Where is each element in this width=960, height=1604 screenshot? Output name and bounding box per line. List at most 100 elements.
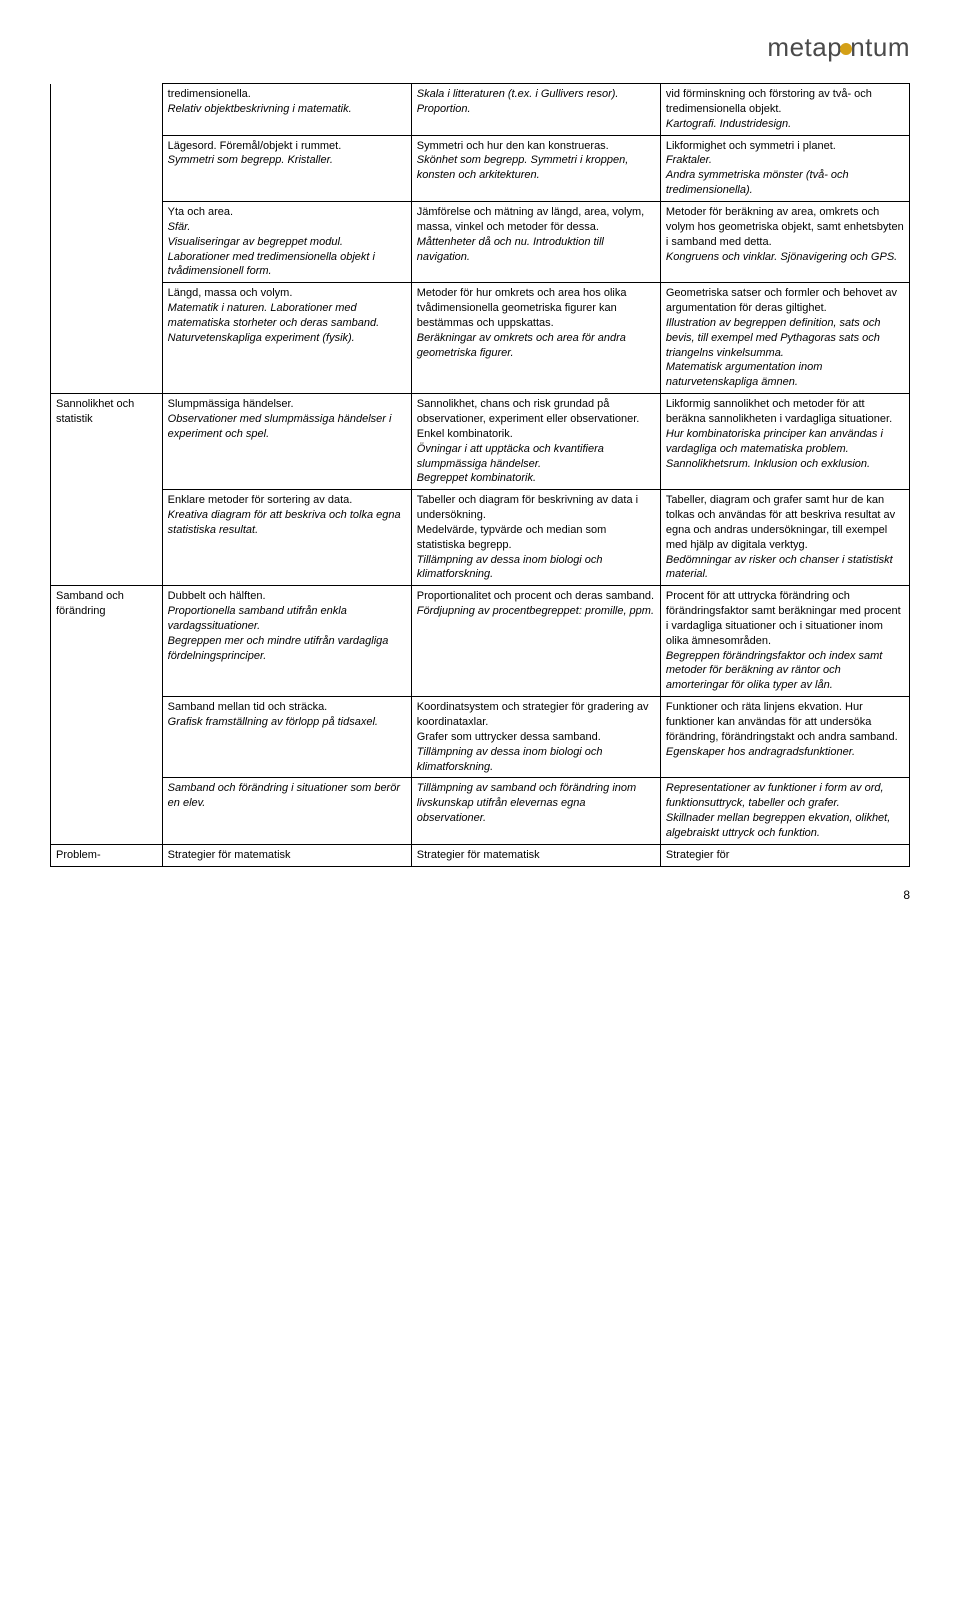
content-cell: Likformig sannolikhet och metoder för at… [660, 394, 909, 490]
cell-text: vid förminskning och förstoring av två- … [666, 88, 872, 115]
content-cell: Skala i litteraturen (t.ex. i Gullivers … [411, 84, 660, 136]
cell-text: Koordinatsystem och strategier för grade… [417, 701, 649, 728]
table-row: Samband mellan tid och sträcka. Grafisk f… [51, 697, 910, 778]
cell-text: Enklare metoder för sortering av data. [168, 494, 353, 506]
page-number: 8 [50, 887, 910, 903]
content-cell: Längd, massa och volym. Matematik i natur… [162, 283, 411, 394]
cell-text: Grafisk framställning av förlopp på tids… [168, 716, 378, 728]
content-cell: Tabeller, diagram och grafer samt hur de… [660, 490, 909, 586]
cell-text: Kartografi. Industridesign. [666, 118, 791, 130]
content-cell: Slumpmässiga händelser.Observationer med… [162, 394, 411, 490]
table-row: Längd, massa och volym. Matematik i natur… [51, 283, 910, 394]
cell-text: Fraktaler. [666, 154, 712, 166]
content-cell: Strategier för [660, 844, 909, 866]
content-cell: Yta och area.Sfär.Visualiseringar av beg… [162, 202, 411, 283]
cell-text: Tillämpning av dessa inom biologi och kl… [417, 746, 603, 773]
cell-text: Skillnader mellan begreppen ekvation, ol… [666, 812, 890, 839]
cell-text: Skönhet som begrepp. Symmetri i kroppen,… [417, 154, 629, 181]
cell-text: Symmetri som begrepp. Kristaller. [168, 154, 333, 166]
cell-text: Begreppen förändringsfaktor och index sa… [666, 650, 882, 692]
content-cell: Koordinatsystem och strategier för grade… [411, 697, 660, 778]
cell-text: Observationer med slumpmässiga händelser… [168, 413, 392, 440]
cell-text: Matematisk argumentation inom naturveten… [666, 361, 823, 388]
cell-text: Matematik i naturen. Laborationer med ma… [168, 302, 380, 329]
content-cell: Strategier för matematisk [162, 844, 411, 866]
cell-text: Representationer av funktioner i form av… [666, 782, 884, 809]
logo-container: metapntum [50, 30, 910, 65]
cell-text: Kongruens och vinklar. Sjönavigering och… [666, 251, 897, 263]
cell-text: Relativ objektbeskrivning i matematik. [168, 103, 352, 115]
content-table: tredimensionella. Relativ objektbeskrivni… [50, 83, 910, 867]
cell-text: Tabeller och diagram för beskrivning av … [417, 494, 638, 521]
cell-text: Samband och förändring i situationer som… [168, 782, 400, 809]
table-row: Problem-Strategier för matematiskStrateg… [51, 844, 910, 866]
content-cell: Metoder för hur omkrets och area hos oli… [411, 283, 660, 394]
content-cell: Lägesord. Föremål/objekt i rummet.Symmet… [162, 135, 411, 201]
cell-text: Samband mellan tid och sträcka. [168, 701, 328, 713]
cell-text: Dubbelt och hälften. [168, 590, 266, 602]
content-cell: Symmetri och hur den kan konstrueras. Skö… [411, 135, 660, 201]
cell-text: Naturvetenskapliga experiment (fysik). [168, 332, 355, 344]
cell-text: Tillämpning av samband och förändring in… [417, 782, 636, 824]
cell-text: Jämförelse och mätning av längd, area, v… [417, 206, 644, 233]
content-cell: Geometriska satser och formler och behov… [660, 283, 909, 394]
cell-text: Metoder för beräkning av area, omkrets o… [666, 206, 904, 248]
content-cell: Proportionalitet och procent och deras s… [411, 586, 660, 697]
table-row: Samband och förändringDubbelt och hälfte… [51, 586, 910, 697]
cell-text: Begreppet kombinatorik. [417, 472, 536, 484]
cell-text: Kreativa diagram för att beskriva och to… [168, 509, 401, 536]
table-row: Sannolikhet och statistikSlumpmässiga hä… [51, 394, 910, 490]
table-row: Enklare metoder för sortering av data. Kr… [51, 490, 910, 586]
content-cell: Representationer av funktioner i form av… [660, 778, 909, 844]
cell-text: Bedömningar av risker och chanser i stat… [666, 554, 893, 581]
cell-text: Likformighet och symmetri i planet. [666, 140, 836, 152]
row-label-cell: Sannolikhet och statistik [51, 394, 163, 586]
content-cell: Metoder för beräkning av area, omkrets o… [660, 202, 909, 283]
content-cell: Funktioner och räta linjens ekvation. Hu… [660, 697, 909, 778]
content-cell: Procent för att uttrycka förändring och … [660, 586, 909, 697]
content-cell: tredimensionella. Relativ objektbeskrivni… [162, 84, 411, 136]
cell-text: Visualiseringar av begreppet modul. [168, 236, 343, 248]
content-cell: Tabeller och diagram för beskrivning av … [411, 490, 660, 586]
cell-text: Illustration av begreppen definition, sa… [666, 317, 881, 359]
cell-text: Hur kombinatoriska principer kan använda… [666, 428, 883, 455]
cell-text: Likformig sannolikhet och metoder för at… [666, 398, 892, 425]
content-cell: Likformighet och symmetri i planet. Frakt… [660, 135, 909, 201]
cell-text: Strategier för [666, 849, 730, 861]
logo-text-before: metap [767, 32, 842, 62]
content-cell: Samband mellan tid och sträcka. Grafisk f… [162, 697, 411, 778]
cell-text: Symmetri och hur den kan konstrueras. [417, 140, 609, 152]
cell-text: Sannolikhet, chans och risk grundad på o… [417, 398, 640, 440]
content-cell: Strategier för matematisk [411, 844, 660, 866]
row-label-cell [51, 84, 163, 394]
row-label-cell: Problem- [51, 844, 163, 866]
cell-text: Grafer som uttrycker dessa samband. [417, 731, 601, 743]
cell-text: Sannolikhetsrum. Inklusion och exklusion… [666, 458, 870, 470]
cell-text: Tillämpning av dessa inom biologi och kl… [417, 554, 603, 581]
row-label-cell: Samband och förändring [51, 586, 163, 845]
content-cell: Tillämpning av samband och förändring in… [411, 778, 660, 844]
cell-text: Yta och area. [168, 206, 233, 218]
cell-text: Geometriska satser och formler och behov… [666, 287, 897, 314]
content-cell: Enklare metoder för sortering av data. Kr… [162, 490, 411, 586]
logo: metapntum [767, 32, 910, 62]
table-row: Lägesord. Föremål/objekt i rummet.Symmet… [51, 135, 910, 201]
content-cell: Jämförelse och mätning av längd, area, v… [411, 202, 660, 283]
cell-text: Fördjupning av procentbegreppet: promill… [417, 605, 654, 617]
cell-text: Procent för att uttrycka förändring och … [666, 590, 901, 647]
cell-text: Måttenheter då och nu. Introduktion till… [417, 236, 604, 263]
cell-text: Proportionella samband utifrån enkla var… [168, 605, 347, 632]
cell-text: Strategier för matematisk [417, 849, 540, 861]
cell-text: Laborationer med tredimensionella objekt… [168, 251, 375, 278]
cell-text: Egenskaper hos andragradsfunktioner. [666, 746, 855, 758]
cell-text: Tabeller, diagram och grafer samt hur de… [666, 494, 895, 551]
cell-text: Begreppen mer och mindre utifrån vardagl… [168, 635, 389, 662]
cell-text: Proportionalitet och procent och deras s… [417, 590, 654, 602]
table-row: tredimensionella. Relativ objektbeskrivni… [51, 84, 910, 136]
cell-text: Medelvärde, typvärde och median som stat… [417, 524, 607, 551]
cell-text: tredimensionella. [168, 88, 251, 100]
table-row: Samband och förändring i situationer som… [51, 778, 910, 844]
content-cell: Sannolikhet, chans och risk grundad på o… [411, 394, 660, 490]
cell-text: Skala i litteraturen (t.ex. i Gullivers … [417, 88, 619, 115]
cell-text: Längd, massa och volym. [168, 287, 293, 299]
